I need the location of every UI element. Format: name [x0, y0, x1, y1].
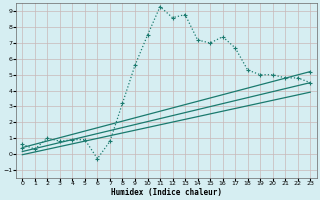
- X-axis label: Humidex (Indice chaleur): Humidex (Indice chaleur): [111, 188, 222, 197]
